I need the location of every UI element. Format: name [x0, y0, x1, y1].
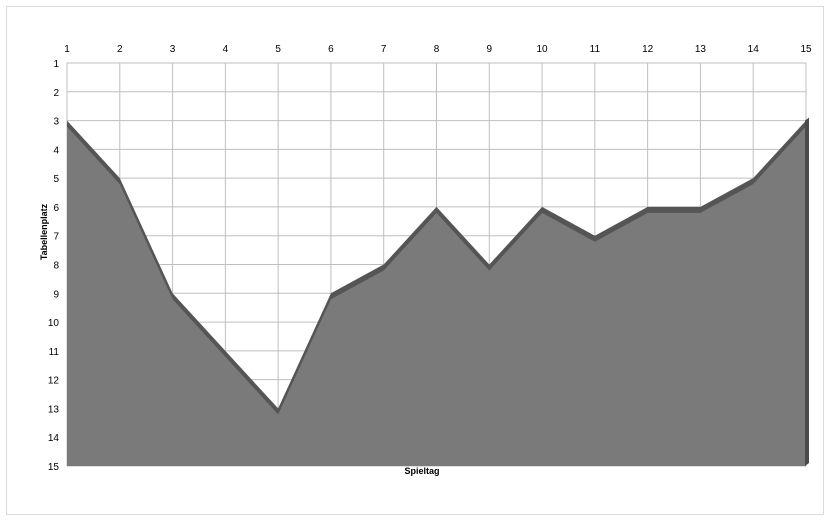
- x-tick-label: 13: [695, 44, 707, 55]
- x-tick-label: 7: [381, 44, 387, 55]
- x-tick-label: 1: [64, 44, 70, 55]
- y-tick-label: 4: [53, 145, 59, 156]
- area-depth: [805, 117, 809, 467]
- area-series: [67, 126, 806, 467]
- y-tick-label: 12: [48, 376, 60, 387]
- y-tick-label: 14: [48, 433, 60, 444]
- y-tick-label: 3: [53, 117, 59, 128]
- y-axis-title: Tabellenplatz: [39, 203, 49, 260]
- plot-area: [67, 117, 809, 467]
- y-tick-label: 8: [53, 261, 59, 272]
- x-tick-label: 14: [748, 44, 760, 55]
- x-axis-ticks: 1 2 3 4 5 6 7 8 9 10 11 12 13 14 15: [64, 44, 812, 55]
- y-tick-label: 7: [53, 232, 59, 243]
- x-tick-label: 8: [434, 44, 440, 55]
- y-tick-label: 5: [53, 174, 59, 185]
- x-tick-label: 11: [590, 44, 601, 55]
- y-tick-label: 2: [53, 88, 59, 99]
- y-tick-label: 15: [48, 462, 60, 473]
- y-tick-label: 9: [53, 289, 59, 300]
- x-tick-label: 12: [642, 44, 654, 55]
- y-tick-label: 6: [53, 203, 59, 214]
- y-tick-label: 1: [53, 59, 59, 70]
- y-tick-label: 11: [49, 347, 60, 358]
- y-tick-label: 10: [48, 318, 60, 329]
- x-tick-label: 5: [275, 44, 281, 55]
- x-tick-label: 2: [117, 44, 123, 55]
- x-tick-label: 4: [223, 44, 229, 55]
- x-tick-label: 6: [328, 44, 334, 55]
- x-tick-label: 10: [537, 44, 549, 55]
- x-axis-title: Spieltag: [404, 466, 439, 476]
- x-tick-label: 9: [487, 44, 493, 55]
- x-tick-label: 3: [170, 44, 176, 55]
- x-tick-label: 15: [800, 44, 812, 55]
- y-tick-label: 13: [48, 404, 60, 415]
